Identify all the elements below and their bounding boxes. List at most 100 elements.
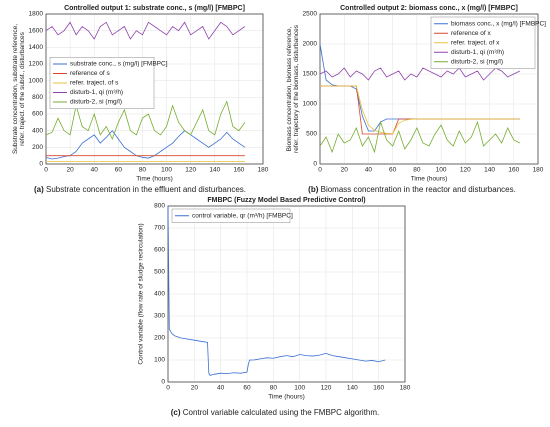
x-tick-label: 80	[139, 167, 147, 174]
x-tick-label: 0	[318, 167, 322, 174]
y-tick-label: 800	[32, 94, 43, 101]
x-tick-label: 20	[341, 167, 349, 174]
y-tick-label: 1000	[29, 77, 44, 84]
x-tick-label: 100	[294, 385, 305, 392]
chart-title: Controlled output 2: biomass conc., x (m…	[340, 5, 518, 12]
series-line	[167, 205, 386, 376]
caption: (a) Substrate concentration in the efflu…	[34, 185, 246, 194]
y-axis-label: refer. traject. of the subst., disturban…	[19, 31, 26, 146]
caption: (b) Biomass concentration in the reactor…	[308, 185, 516, 194]
y-tick-label: 1600	[29, 27, 44, 34]
x-axis-label: Time (hours)	[411, 176, 448, 183]
x-tick-label: 140	[484, 167, 495, 174]
legend-label: disturb-1, qi (m³/h)	[451, 49, 504, 56]
caption-text: Biomass concentration in the reactor and…	[321, 185, 516, 194]
x-tick-label: 120	[185, 167, 196, 174]
series-line	[319, 67, 521, 81]
x-tick-label: 40	[217, 385, 225, 392]
x-tick-label: 80	[270, 385, 278, 392]
caption-label: (b)	[308, 185, 319, 194]
x-tick-label: 100	[161, 167, 172, 174]
x-tick-label: 40	[365, 167, 373, 174]
plot-border	[319, 13, 539, 165]
y-tick-label: 500	[154, 269, 165, 276]
x-tick-label: 160	[233, 167, 244, 174]
y-tick-label: 600	[32, 111, 43, 118]
y-tick-label: 800	[154, 203, 165, 210]
x-tick-label: 80	[413, 167, 421, 174]
caption-label: (c)	[171, 408, 181, 417]
x-tick-label: 0	[166, 385, 170, 392]
x-tick-label: 0	[44, 167, 48, 174]
x-tick-label: 60	[389, 167, 397, 174]
x-tick-label: 180	[533, 167, 544, 174]
caption-text: Control variable calculated using the FM…	[183, 408, 380, 417]
legend-label: refer. traject. of x	[451, 39, 500, 46]
caption-text: Substrate concentration in the effluent …	[46, 185, 246, 194]
y-tick-label: 0	[161, 379, 165, 386]
legend-label: reference of x	[451, 30, 491, 37]
x-tick-label: 60	[115, 167, 123, 174]
x-tick-label: 180	[400, 385, 411, 392]
x-tick-label: 120	[321, 385, 332, 392]
y-tick-label: 1000	[303, 101, 318, 108]
x-tick-label: 180	[258, 167, 269, 174]
series-line	[45, 130, 246, 160]
x-tick-label: 60	[243, 385, 251, 392]
legend-label: disturb-1, qi (m³/h)	[70, 89, 123, 96]
legend-label: refer. traject. of s	[70, 80, 119, 87]
x-axis-label: Time (hours)	[136, 176, 173, 183]
plot-border	[45, 13, 264, 165]
y-tick-label: 2000	[303, 41, 318, 48]
x-tick-label: 100	[436, 167, 447, 174]
y-tick-label: 1500	[303, 71, 318, 78]
y-tick-label: 400	[154, 291, 165, 298]
x-axis-label: Time (hours)	[268, 394, 305, 401]
series-line	[45, 100, 246, 141]
legend-label: disturb-2, si (mg/l)	[451, 58, 503, 65]
legend-label: biomass conc., x (mg/l) [FMBPC]	[451, 20, 546, 27]
y-tick-label: 0	[313, 161, 317, 168]
y-axis-label: Control variable (flow rate of sludge re…	[138, 223, 145, 364]
x-tick-label: 160	[508, 167, 519, 174]
legend-label: control variable, qr (m³/h) [FMBPC]	[192, 212, 293, 219]
y-tick-label: 300	[154, 313, 165, 320]
legend-label: reference of s	[70, 70, 110, 77]
series-line	[319, 120, 521, 154]
y-tick-label: 2500	[303, 11, 318, 18]
legend-box	[171, 208, 291, 223]
y-tick-label: 600	[154, 247, 165, 254]
x-tick-label: 40	[91, 167, 99, 174]
y-tick-label: 100	[154, 357, 165, 364]
x-tick-label: 120	[460, 167, 471, 174]
y-axis-label: Substrate concentration, substrate refer…	[12, 24, 19, 154]
x-tick-label: 140	[347, 385, 358, 392]
y-tick-label: 200	[32, 144, 43, 151]
y-tick-label: 700	[154, 225, 165, 232]
x-tick-label: 20	[66, 167, 74, 174]
x-tick-label: 20	[191, 385, 199, 392]
chart-title: Controlled output 1: substrate conc., s …	[64, 5, 245, 12]
series-line	[320, 85, 520, 135]
legend-label: disturb-2, si (mg/l)	[70, 99, 122, 106]
y-tick-label: 1400	[29, 44, 44, 51]
plot-border	[167, 205, 406, 383]
x-tick-label: 160	[373, 385, 384, 392]
y-tick-label: 400	[32, 127, 43, 134]
caption: (c) Control variable calculated using th…	[171, 408, 380, 417]
caption-label: (a)	[34, 185, 44, 194]
legend-box	[49, 57, 155, 109]
y-tick-label: 1800	[29, 11, 44, 18]
series-line	[45, 21, 246, 40]
legend-label: substrate conc., s (mg/l) [FMBPC]	[70, 61, 168, 68]
y-tick-label: 200	[154, 335, 165, 342]
y-tick-label: 500	[306, 131, 317, 138]
x-tick-label: 140	[209, 167, 220, 174]
y-axis-label: refer. trajectory of the biomass, distur…	[293, 24, 300, 153]
legend-box	[430, 16, 536, 69]
y-tick-label: 1200	[29, 61, 44, 68]
y-tick-label: 0	[39, 161, 43, 168]
chart-title: FMBPC (Fuzzy Model Based Predictive Cont…	[207, 197, 365, 204]
y-axis-label: Biomass concentration, biomass reference…	[286, 26, 293, 151]
